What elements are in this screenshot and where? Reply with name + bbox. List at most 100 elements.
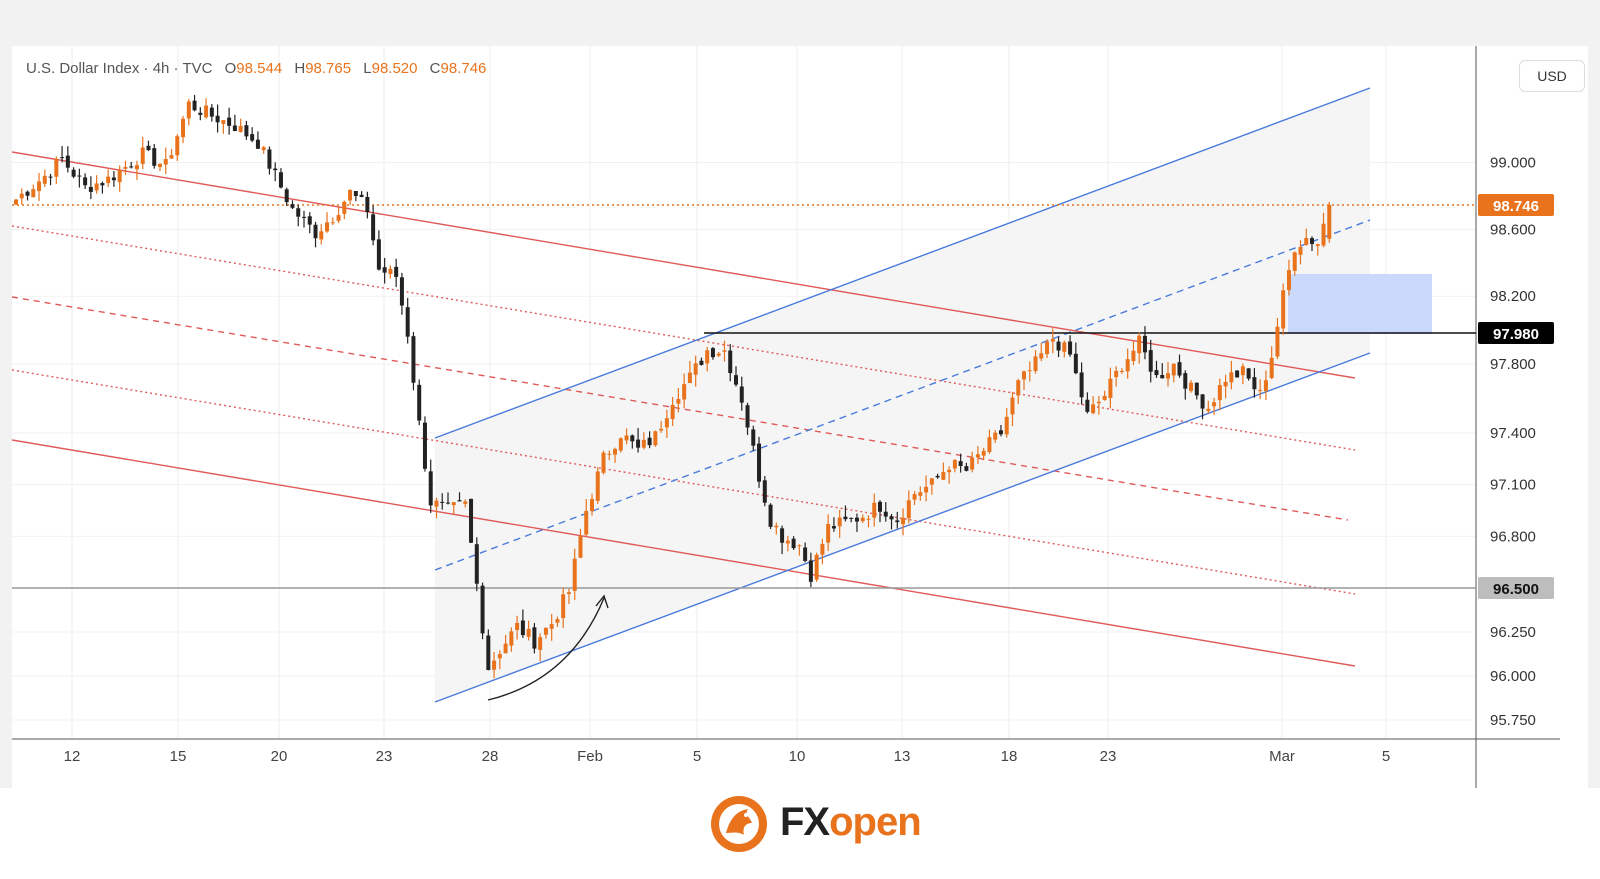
- x-tick-label: 13: [894, 748, 911, 765]
- candle-body: [693, 363, 698, 375]
- candle-body: [325, 222, 330, 232]
- candle-body: [780, 528, 785, 543]
- candle-body: [100, 183, 105, 186]
- x-tick-label: 23: [1100, 748, 1117, 765]
- candle-body: [1022, 371, 1026, 380]
- candle-body: [1281, 290, 1286, 329]
- candle-body: [1252, 377, 1257, 390]
- candle-body: [975, 454, 980, 458]
- candle-body: [1050, 339, 1055, 342]
- candle-body: [584, 510, 589, 535]
- candle-body: [65, 155, 70, 168]
- x-tick-label: Feb: [577, 748, 603, 765]
- candle-body: [1327, 205, 1332, 239]
- candle-body: [774, 525, 779, 528]
- candle-body: [394, 266, 399, 277]
- candle-body: [895, 520, 900, 523]
- candle-body: [446, 502, 450, 504]
- candle-body: [140, 147, 145, 164]
- price-label-box: [1478, 322, 1554, 344]
- y-tick-label: 97.800: [1490, 356, 1536, 373]
- candle-body: [422, 422, 427, 469]
- candle-body: [221, 120, 226, 124]
- candle-body: [791, 538, 796, 549]
- candle-body: [181, 118, 186, 138]
- x-tick-label: 5: [1382, 748, 1390, 765]
- candle-body: [209, 107, 214, 117]
- price-label: 97.980: [1493, 326, 1539, 343]
- candle-body: [463, 501, 468, 504]
- candle-body: [687, 372, 692, 384]
- candle-body: [941, 472, 946, 480]
- candle-body: [526, 628, 531, 637]
- candle-body: [924, 486, 929, 493]
- candle-body: [1194, 382, 1199, 396]
- candle-body: [1010, 397, 1015, 415]
- candle-body: [25, 191, 30, 196]
- candle-body: [613, 448, 618, 455]
- candle-body: [751, 429, 756, 446]
- y-tick-label: 96.800: [1490, 528, 1536, 545]
- candle-body: [814, 554, 819, 580]
- candle-body: [734, 375, 738, 385]
- candle-body: [1171, 363, 1176, 376]
- candle-body: [232, 125, 237, 132]
- candle-body: [653, 431, 658, 446]
- candle-body: [1027, 370, 1032, 372]
- candle-body: [411, 336, 416, 383]
- candle-body: [676, 399, 681, 404]
- candle-body: [417, 384, 422, 421]
- candle-body: [578, 536, 583, 558]
- candle-body: [1269, 357, 1274, 379]
- candle-body: [330, 222, 335, 224]
- price-chart[interactable]: 12 15 20 23 28 Feb 5 10 13 18 23 Mar 5 99.000 98.600 98…: [12, 46, 1588, 788]
- x-tick-label: 20: [271, 748, 288, 765]
- candle-body: [860, 517, 865, 522]
- candle-body: [302, 216, 306, 218]
- candle-body: [1246, 368, 1251, 379]
- y-tick-label: 96.000: [1490, 668, 1536, 685]
- candle-body: [929, 478, 934, 485]
- candle-body: [353, 190, 358, 196]
- y-tick-label: 98.200: [1490, 288, 1536, 305]
- candle-body: [854, 517, 859, 522]
- candle-body: [1131, 350, 1136, 362]
- price-label-box: [1478, 577, 1554, 599]
- y-tick-label: 97.400: [1490, 425, 1536, 442]
- candle-body: [1079, 372, 1084, 398]
- candle-body: [831, 526, 836, 529]
- x-tick-label: 23: [376, 748, 393, 765]
- candle-body: [123, 166, 128, 169]
- candle-body: [48, 176, 53, 178]
- x-tick-label: 28: [482, 748, 499, 765]
- candle-body: [1085, 399, 1090, 412]
- candle-body: [503, 643, 508, 654]
- candle-body: [1212, 402, 1217, 407]
- y-tick-label: 96.250: [1490, 624, 1536, 641]
- candle-body: [94, 183, 99, 191]
- candle-body: [664, 418, 669, 428]
- candle-body: [1073, 353, 1078, 374]
- candle-body: [1125, 359, 1130, 372]
- candle-body: [561, 594, 566, 619]
- curved-arrow-head: [595, 594, 609, 609]
- candle-body: [878, 501, 882, 512]
- candle-body: [728, 350, 733, 374]
- candle-body: [152, 148, 157, 166]
- brand-name: FXopen: [780, 800, 922, 845]
- candle-body: [1223, 381, 1228, 387]
- candle-body: [284, 189, 289, 203]
- legend-close: 98.746: [440, 60, 487, 77]
- candle-body: [636, 439, 641, 448]
- candle-body: [60, 157, 65, 159]
- candle-body: [1217, 385, 1222, 401]
- candle-body: [647, 437, 652, 446]
- blue-channel-top: [434, 87, 1371, 439]
- currency-button[interactable]: USD: [1519, 60, 1585, 92]
- candle-body: [981, 450, 986, 456]
- x-tick-label: 18: [1001, 748, 1018, 765]
- candle-body: [434, 500, 439, 507]
- candle-body: [192, 100, 197, 111]
- x-tick-label: 5: [693, 748, 701, 765]
- candle-body: [1235, 370, 1240, 378]
